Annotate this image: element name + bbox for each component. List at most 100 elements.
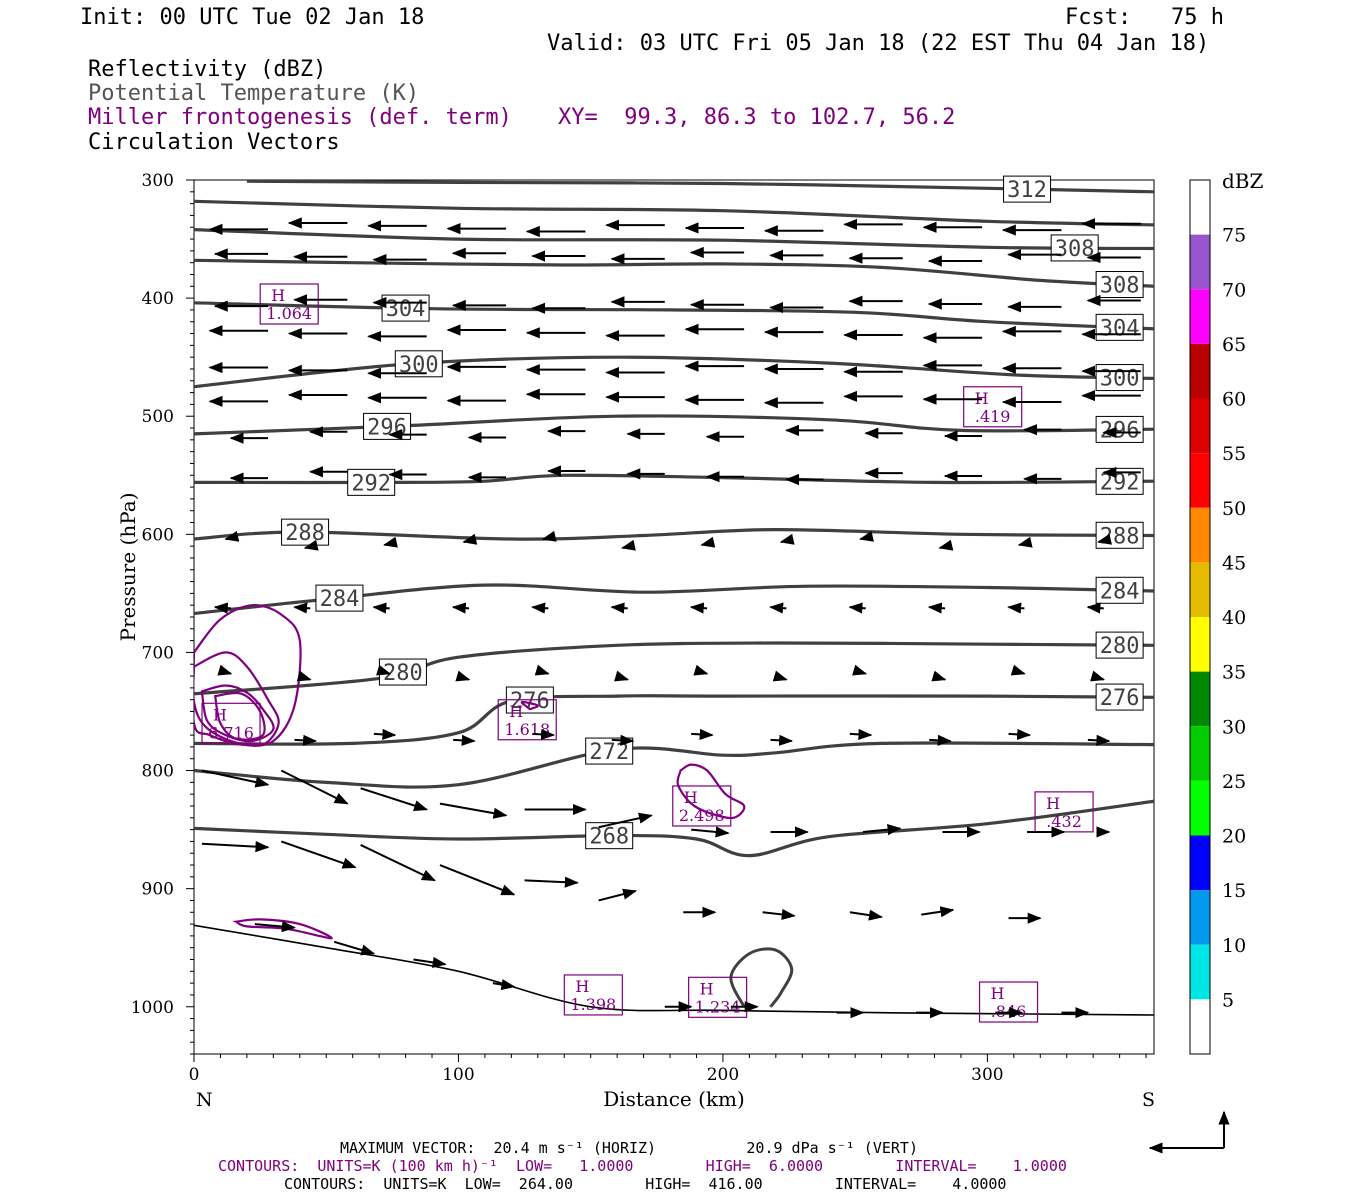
- circulation-vector: [360, 844, 436, 882]
- circulation-vector: [383, 536, 398, 548]
- frontogenesis-contour: [213, 691, 266, 741]
- circulation-vector: [1090, 670, 1106, 682]
- theta-label: 284: [320, 587, 360, 612]
- circulation-vector: [931, 670, 947, 682]
- frontogenesis-max-box: [201, 702, 261, 744]
- dbz-colorbar-label: 20: [1222, 826, 1246, 848]
- circulation-vector: [848, 602, 866, 614]
- theta-contour-info: CONTOURS: UNITS=K LOW= 264.00 HIGH= 416.…: [284, 1175, 1007, 1193]
- circulation-vector: [691, 826, 730, 838]
- dbz-colorbar-segment: [1190, 617, 1210, 672]
- circulation-vector: [1087, 734, 1111, 746]
- dbz-colorbar-segment: [1190, 234, 1210, 290]
- circulation-vector: [413, 956, 447, 968]
- circulation-vector: [610, 602, 628, 614]
- forecast-hour: Fcst: 75 h: [1065, 5, 1224, 30]
- y-tick-label: 1000: [131, 998, 174, 1018]
- theta-label: 284: [1100, 579, 1140, 604]
- circulation-vector: [280, 840, 357, 869]
- theta-label: 272: [589, 740, 629, 765]
- dbz-colorbar-segment: [1190, 289, 1210, 344]
- circulation-vector: [772, 670, 788, 682]
- frontogenesis-max-value: .432: [1046, 812, 1082, 831]
- x-tick-label: 100: [442, 1065, 474, 1085]
- cross-section-xy: XY= 99.3, 86.3 to 102.7, 56.2: [558, 105, 956, 130]
- dbz-colorbar-segment: [1190, 562, 1210, 617]
- dbz-colorbar-segment: [1190, 780, 1210, 836]
- theta-label-box: [1003, 175, 1052, 203]
- y-tick-label: 800: [142, 762, 174, 782]
- circulation-vector: [280, 769, 349, 805]
- circulation-vector: [294, 734, 318, 746]
- x-tick-label: 300: [971, 1065, 1003, 1085]
- circulation-vector: [611, 734, 635, 746]
- theta-label: 292: [1100, 470, 1140, 495]
- theta-label-box: [347, 468, 396, 496]
- circulation-vector: [303, 539, 319, 551]
- circulation-vector: [541, 530, 557, 542]
- theta-label: 288: [1100, 524, 1140, 549]
- theta-label: 288: [285, 521, 325, 546]
- x-tick-label: 200: [707, 1065, 739, 1085]
- dbz-colorbar-label: 35: [1222, 662, 1246, 684]
- frontogenesis-contour: [194, 651, 280, 747]
- frontogenesis-max-value: 1.398: [570, 995, 616, 1014]
- circulation-vector: [614, 670, 630, 682]
- circulation-vector: [1017, 536, 1033, 548]
- theta-contour: [194, 258, 1154, 288]
- frontogenesis-contour: [232, 918, 333, 940]
- circulation-vector: [849, 728, 873, 740]
- frontogenesis-max-h: H: [575, 977, 589, 996]
- circulation-vector: [455, 670, 471, 682]
- theta-label: 304: [1100, 316, 1140, 341]
- circulation-vector: [296, 670, 312, 682]
- circulation-vector: [1007, 602, 1025, 614]
- frontogenesis-max-h: H: [509, 702, 523, 721]
- dbz-colorbar-segment: [1190, 507, 1210, 563]
- theta-contour: [194, 228, 1154, 251]
- circulation-vector: [921, 906, 955, 918]
- north-end-label: N: [196, 1089, 213, 1111]
- circulation-vector: [598, 812, 653, 829]
- frontogenesis-max-h: H: [700, 979, 714, 998]
- theta-label-box: [1095, 271, 1144, 299]
- theta-contour: [194, 355, 1154, 389]
- circulation-vector: [859, 530, 874, 542]
- circulation-vector: [293, 602, 311, 614]
- theta-label: 296: [367, 415, 407, 440]
- dbz-colorbar-label: 15: [1222, 880, 1246, 902]
- circulation-vector: [360, 787, 429, 811]
- dbz-colorbar-label: 65: [1222, 334, 1246, 356]
- theta-label-box: [1095, 683, 1144, 711]
- dbz-colorbar-segment: [1190, 180, 1210, 235]
- circulation-vector: [224, 530, 240, 542]
- circulation-vector: [621, 539, 636, 551]
- frontogenesis-max-value: 6.716: [208, 723, 254, 742]
- dbz-colorbar-segment: [1190, 453, 1210, 508]
- frontogenesis-contour: [520, 700, 539, 711]
- y-tick-label: 500: [142, 407, 174, 427]
- south-end-label: S: [1142, 1089, 1155, 1111]
- theta-label-box: [363, 412, 412, 440]
- theta-label: 280: [1100, 634, 1140, 659]
- frontogenesis-max-value: 1.234: [695, 997, 741, 1016]
- theta-label-box: [585, 822, 634, 850]
- field-frontogenesis: Miller frontogenesis (def. term): [88, 105, 512, 130]
- dbz-colorbar-label: 5: [1222, 989, 1234, 1011]
- circulation-vector: [927, 602, 946, 614]
- circulation-vector: [598, 888, 638, 902]
- dbz-colorbar-segment: [1190, 835, 1210, 891]
- theta-contour: [194, 641, 1154, 696]
- dbz-colorbar-label: 60: [1222, 389, 1246, 411]
- theta-label: 308: [1100, 274, 1140, 299]
- circulation-vector: [531, 602, 549, 614]
- frontogenesis-contour: [200, 684, 275, 743]
- dbz-colorbar-title: dBZ: [1222, 169, 1264, 193]
- theta-contour: [194, 694, 1154, 746]
- circulation-vector: [1086, 602, 1104, 614]
- init-time: Init: 00 UTC Tue 02 Jan 18: [80, 5, 425, 30]
- dbz-colorbar-segment: [1190, 398, 1210, 454]
- circulation-vector: [372, 602, 390, 614]
- frontogenesis-max-box: [978, 981, 1039, 1023]
- field-reflectivity: Reflectivity (dBZ): [88, 57, 327, 82]
